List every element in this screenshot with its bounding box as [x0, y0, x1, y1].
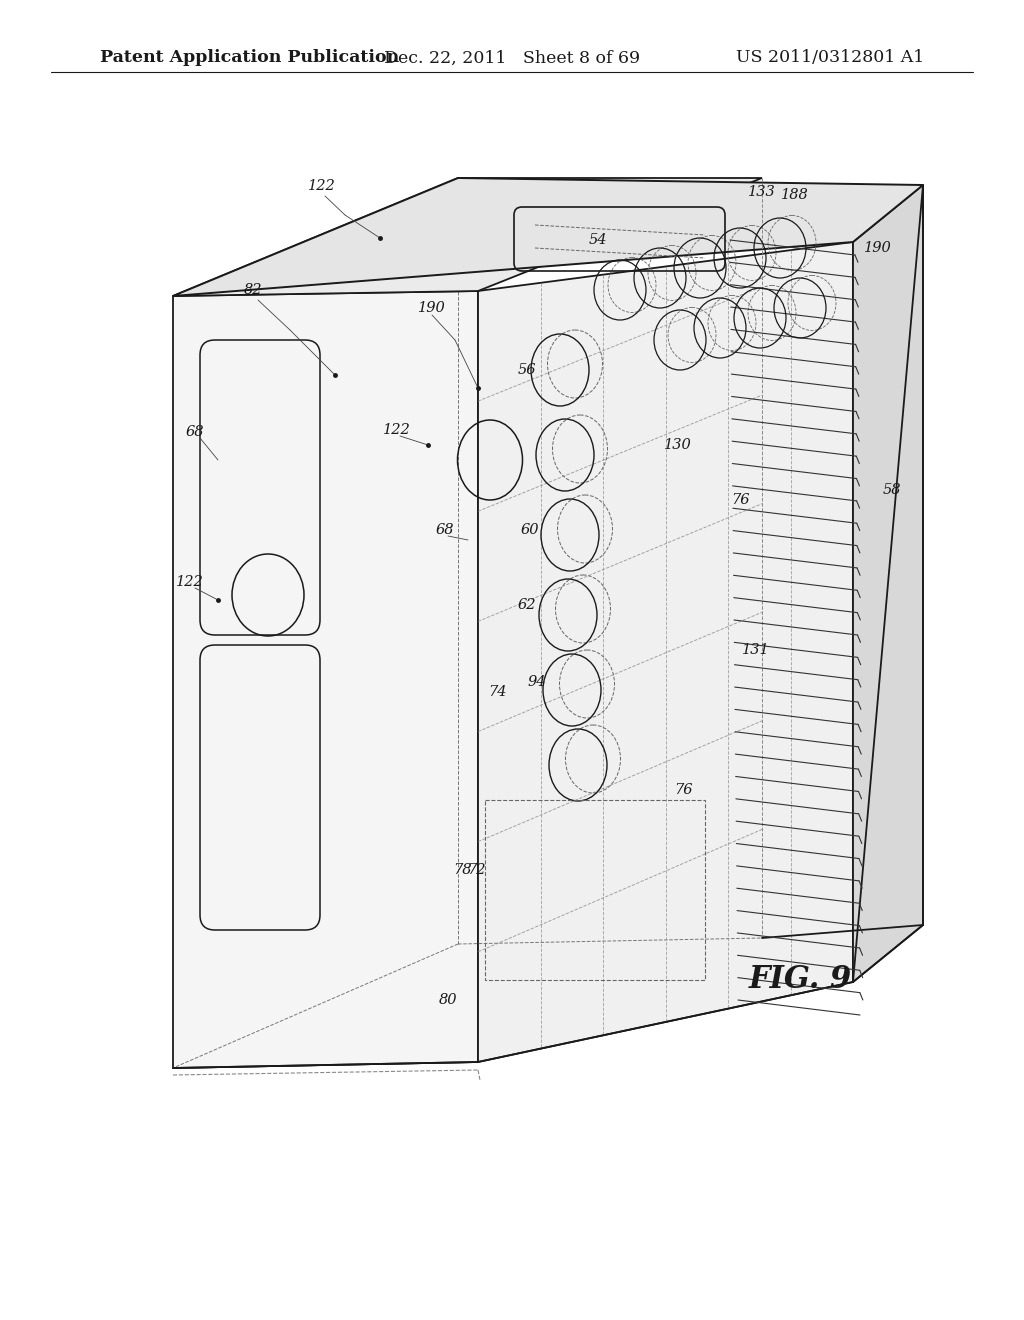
Text: 78: 78 [453, 863, 471, 876]
Text: 54: 54 [589, 234, 607, 247]
Polygon shape [173, 290, 478, 1068]
Text: 94: 94 [527, 675, 546, 689]
Text: 76: 76 [674, 783, 692, 797]
Text: 76: 76 [731, 492, 750, 507]
Text: 58: 58 [883, 483, 901, 498]
Text: 188: 188 [781, 187, 809, 202]
Text: 74: 74 [487, 685, 506, 700]
Text: 190: 190 [418, 301, 445, 315]
Text: 56: 56 [518, 363, 537, 378]
Text: 68: 68 [436, 523, 455, 537]
Text: 122: 122 [308, 180, 336, 193]
Polygon shape [173, 178, 762, 296]
Text: 82: 82 [244, 282, 262, 297]
Polygon shape [478, 242, 853, 1063]
Text: 190: 190 [864, 242, 892, 255]
Text: 68: 68 [185, 425, 204, 440]
Text: Dec. 22, 2011   Sheet 8 of 69: Dec. 22, 2011 Sheet 8 of 69 [384, 49, 640, 66]
Text: FIG. 9: FIG. 9 [749, 965, 852, 995]
Text: 122: 122 [383, 422, 411, 437]
Polygon shape [853, 185, 923, 982]
Text: 130: 130 [665, 438, 692, 451]
Text: Patent Application Publication: Patent Application Publication [100, 49, 399, 66]
Text: 122: 122 [176, 576, 204, 589]
Text: 62: 62 [518, 598, 537, 612]
Text: 133: 133 [749, 185, 776, 199]
Text: 60: 60 [521, 523, 540, 537]
Text: 72: 72 [467, 863, 485, 876]
Polygon shape [173, 939, 762, 1068]
Text: 80: 80 [438, 993, 458, 1007]
Text: 131: 131 [742, 643, 770, 657]
Bar [485, 800, 705, 979]
Text: US 2011/0312801 A1: US 2011/0312801 A1 [736, 49, 924, 66]
Polygon shape [173, 178, 923, 296]
